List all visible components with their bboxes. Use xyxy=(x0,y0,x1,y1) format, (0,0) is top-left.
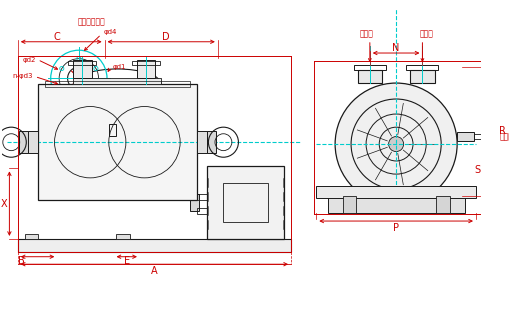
Bar xyxy=(109,124,116,136)
Bar xyxy=(73,60,92,78)
Circle shape xyxy=(388,136,403,152)
Text: A: A xyxy=(151,266,157,276)
Text: φd1: φd1 xyxy=(112,64,126,70)
Bar xyxy=(38,84,197,200)
Text: B: B xyxy=(18,256,25,266)
Bar xyxy=(436,195,449,213)
Text: R: R xyxy=(498,126,504,136)
Bar xyxy=(357,70,381,83)
Bar xyxy=(45,81,189,87)
Bar xyxy=(18,239,291,252)
Text: D: D xyxy=(162,32,169,42)
Bar xyxy=(473,134,480,139)
Bar xyxy=(353,65,385,70)
Bar xyxy=(223,183,267,222)
Text: 进气口: 进气口 xyxy=(358,30,372,39)
Bar xyxy=(406,65,438,70)
Text: P: P xyxy=(392,223,399,233)
Text: C: C xyxy=(53,32,60,42)
Bar xyxy=(206,166,284,239)
Bar xyxy=(197,194,206,200)
Bar xyxy=(197,208,206,214)
Bar xyxy=(132,61,160,65)
Bar xyxy=(197,131,206,153)
Bar xyxy=(189,194,199,211)
Text: φd4: φd4 xyxy=(103,29,117,35)
Bar xyxy=(19,131,28,153)
Text: S: S xyxy=(474,165,480,175)
Bar xyxy=(68,61,96,65)
Bar xyxy=(116,234,129,239)
Text: X: X xyxy=(1,199,7,209)
Bar xyxy=(342,195,355,213)
Bar xyxy=(409,70,434,83)
Text: 供水口: 供水口 xyxy=(498,132,509,141)
Bar xyxy=(28,131,38,153)
Bar xyxy=(262,234,275,239)
Bar xyxy=(206,131,215,153)
Text: 进排气口尺寸: 进排气口尺寸 xyxy=(77,18,105,27)
Text: 排气口: 排气口 xyxy=(418,30,432,39)
Text: N: N xyxy=(391,43,399,53)
Bar xyxy=(316,186,475,198)
Bar xyxy=(73,78,161,84)
Bar xyxy=(327,196,464,213)
Circle shape xyxy=(334,83,456,205)
Text: n-φd3: n-φd3 xyxy=(12,74,33,80)
Text: φd2: φd2 xyxy=(22,56,36,63)
Bar xyxy=(456,132,473,141)
Bar xyxy=(25,234,38,239)
Text: E: E xyxy=(123,256,129,266)
Bar xyxy=(136,60,155,78)
